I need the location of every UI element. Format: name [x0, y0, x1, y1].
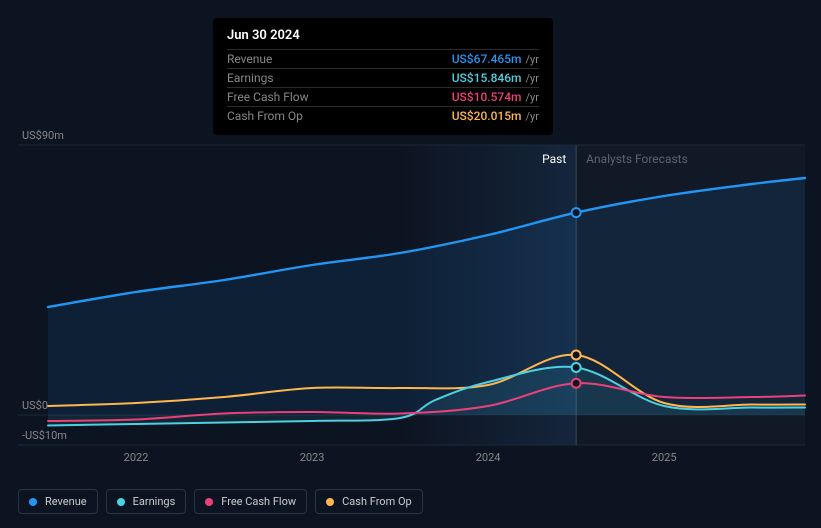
tooltip-row: Revenue US$67.465m/yr	[227, 49, 539, 68]
y-axis-label: US$0	[22, 399, 48, 412]
tooltip-row-value: US$10.574m	[452, 90, 522, 104]
tooltip-row: Cash From Op US$20.015m/yr	[227, 106, 539, 125]
legend-swatch	[29, 498, 37, 506]
tooltip-row: Free Cash Flow US$10.574m/yr	[227, 87, 539, 106]
x-axis-label: 2024	[476, 451, 501, 464]
legend-swatch	[326, 498, 334, 506]
region-label-forecast: Analysts Forecasts	[586, 152, 688, 166]
tooltip-row-value: US$15.846m	[452, 71, 522, 85]
legend-label: Earnings	[133, 495, 176, 508]
tooltip-row-unit: /yr	[526, 72, 539, 85]
tooltip-row-unit: /yr	[526, 53, 539, 66]
legend-item-cash-from-op[interactable]: Cash From Op	[315, 489, 423, 514]
tooltip-row-label: Revenue	[227, 52, 412, 66]
tooltip-row-label: Free Cash Flow	[227, 90, 412, 104]
tooltip-row-label: Cash From Op	[227, 109, 412, 123]
legend-item-free-cash-flow[interactable]: Free Cash Flow	[194, 489, 307, 514]
tooltip-row-unit: /yr	[526, 110, 539, 123]
y-axis-label: -US$10m	[22, 429, 67, 442]
region-label-past: Past	[542, 152, 566, 166]
x-axis-label: 2022	[124, 451, 149, 464]
legend-swatch	[205, 498, 213, 506]
legend-label: Revenue	[45, 495, 87, 508]
tooltip-row-value: US$67.465m	[452, 52, 522, 66]
legend-label: Free Cash Flow	[221, 495, 296, 508]
legend-item-earnings[interactable]: Earnings	[106, 489, 187, 514]
chart-tooltip: Jun 30 2024 RevenueUS$67.465m/yrEarnings…	[213, 18, 553, 135]
y-axis-label: US$90m	[22, 129, 64, 142]
chart-legend: Revenue Earnings Free Cash Flow Cash From O…	[18, 489, 423, 514]
x-axis-label: 2025	[652, 451, 677, 464]
tooltip-row-value: US$20.015m	[452, 109, 522, 123]
tooltip-row-unit: /yr	[526, 91, 539, 104]
legend-swatch	[117, 498, 125, 506]
x-axis-label: 2023	[300, 451, 325, 464]
tooltip-date: Jun 30 2024	[227, 28, 539, 43]
legend-item-revenue[interactable]: Revenue	[18, 489, 98, 514]
tooltip-row: Earnings US$15.846m/yr	[227, 68, 539, 87]
tooltip-row-label: Earnings	[227, 71, 412, 85]
legend-label: Cash From Op	[342, 495, 412, 508]
